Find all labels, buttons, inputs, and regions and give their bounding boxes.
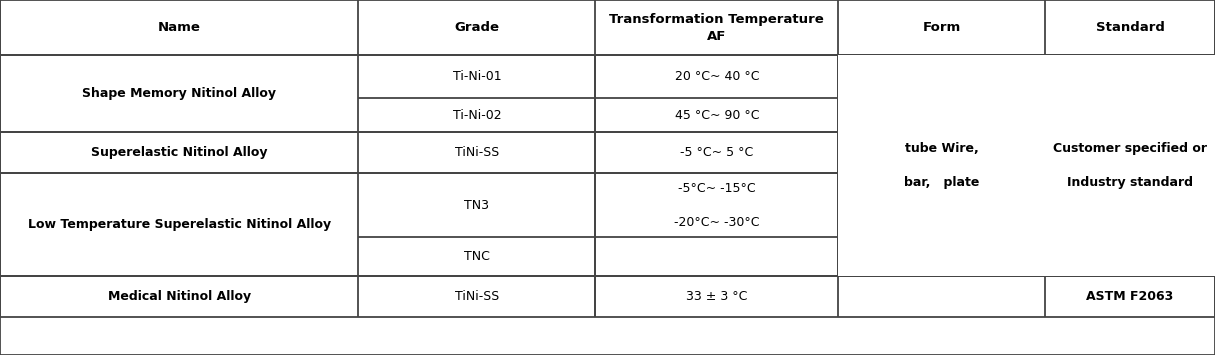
Bar [838,55,1045,276]
Bar [1045,55,1215,276]
Text: ASTM F2063: ASTM F2063 [1086,290,1174,303]
Text: Ti-Ni-02: Ti-Ni-02 [452,109,502,122]
Text: Customer specified or

Industry standard: Customer specified or Industry standard [1053,142,1206,189]
Text: Form: Form [922,21,961,34]
Text: Shape Memory Nitinol Alloy: Shape Memory Nitinol Alloy [83,87,276,100]
Text: 45 °C~ 90 °C: 45 °C~ 90 °C [674,109,759,122]
Text: Superelastic Nitinol Alloy: Superelastic Nitinol Alloy [91,146,267,159]
Text: Standard: Standard [1096,21,1164,34]
Text: Grade: Grade [454,21,499,34]
Text: TNC: TNC [464,250,490,263]
Text: TN3: TN3 [464,199,490,212]
Text: Medical Nitinol Alloy: Medical Nitinol Alloy [108,290,250,303]
Text: -5 °C~ 5 °C: -5 °C~ 5 °C [680,146,753,159]
Text: Low Temperature Superelastic Nitinol Alloy: Low Temperature Superelastic Nitinol All… [28,218,330,231]
Text: 33 ± 3 °C: 33 ± 3 °C [686,290,747,303]
Text: TiNi-SS: TiNi-SS [454,146,499,159]
Text: TiNi-SS: TiNi-SS [454,290,499,303]
Text: -5°C~ -15°C

-20°C~ -30°C: -5°C~ -15°C -20°C~ -30°C [674,182,759,229]
Text: Ti-Ni-01: Ti-Ni-01 [452,70,502,83]
Text: Name: Name [158,21,200,34]
Text: tube Wire,

bar,   plate: tube Wire, bar, plate [904,142,979,189]
Text: Transformation Temperature
AF: Transformation Temperature AF [610,12,824,43]
Text: 20 °C~ 40 °C: 20 °C~ 40 °C [674,70,759,83]
